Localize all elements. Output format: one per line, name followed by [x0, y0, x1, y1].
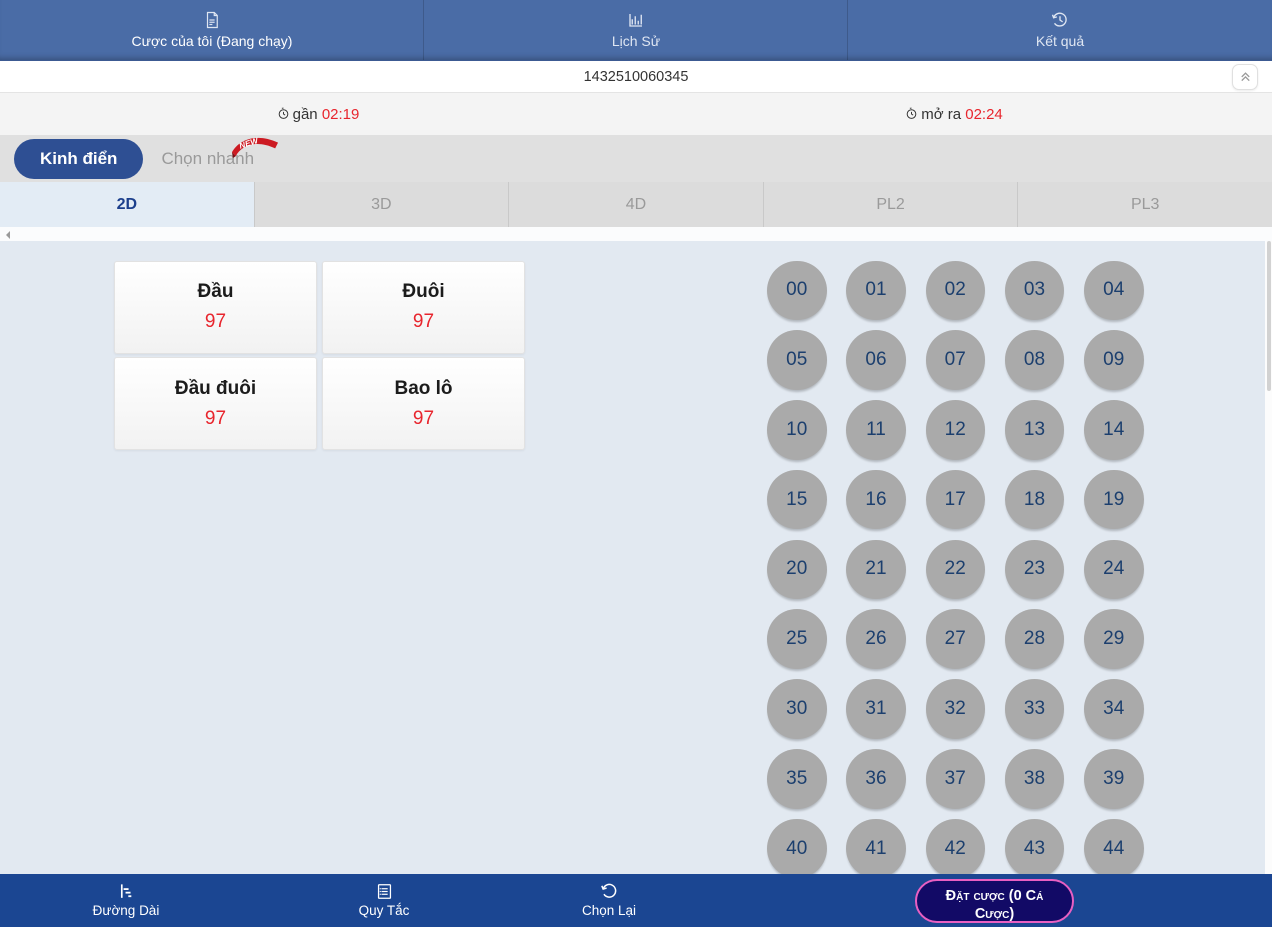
- svg-text:NEW: NEW: [238, 136, 260, 151]
